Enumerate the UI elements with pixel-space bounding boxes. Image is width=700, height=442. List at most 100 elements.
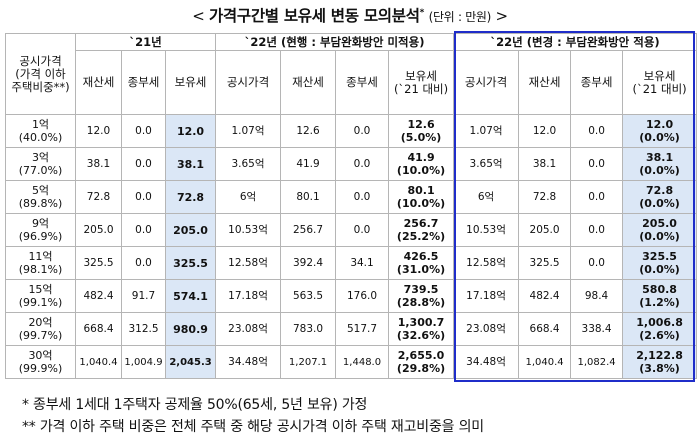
header-official-price-b: 공시가격 — [453, 50, 520, 115]
price-share-value: (96.9%) — [18, 230, 63, 243]
price-share: 20억 (99.7%) — [5, 312, 76, 346]
comprehensive-tax-a: 517.7 — [335, 312, 390, 346]
table-row: 20억 (99.7%) 668.4 312.5 980.9 23.08억 783.0 517.… — [5, 312, 698, 346]
price-value: 15억 — [28, 283, 53, 296]
footnote-2: ** 가격 이하 주택 비중은 전체 주택 중 해당 공시가격 이하 주택 재고… — [22, 419, 484, 435]
holding-tax-change-rate: (10.0%) — [396, 197, 446, 210]
table-row: 11억 (98.1%) 325.5 0.0 325.5 12.58억 392.4 34.1 42… — [5, 246, 698, 280]
comprehensive-tax-a: 176.0 — [335, 279, 390, 313]
holding-tax-change-rate: (5.0%) — [400, 131, 442, 144]
property-tax-b: 205.0 — [518, 213, 572, 247]
holding-tax-value: 41.9 — [407, 151, 435, 164]
table-row: 1억 (40.0%) 12.0 0.0 12.0 1.07억 12.6 0.0 12.6 (5.0… — [5, 114, 698, 148]
holding-tax-change-rate: (29.8%) — [396, 362, 446, 375]
comprehensive-tax-b: 338.4 — [570, 312, 624, 346]
holding-tax-21: 980.9 — [164, 312, 217, 346]
official-price-a: 12.58억 — [215, 246, 282, 280]
price-value: 11억 — [28, 250, 53, 263]
comprehensive-tax-21: 0.0 — [121, 114, 166, 148]
price-value: 9억 — [31, 217, 50, 230]
price-share-value: (99.1%) — [18, 296, 63, 309]
holding-tax-change-rate: (28.8%) — [396, 296, 446, 309]
price-share: 3억 (77.0%) — [5, 147, 76, 181]
holding-tax-21: 325.5 — [164, 246, 217, 280]
holding-tax-21: 12.0 — [164, 114, 217, 148]
holding-tax-change-rate: (0.0%) — [639, 263, 680, 276]
title-footnote-mark: * — [419, 8, 425, 18]
holding-tax-a: 426.5 (31.0%) — [388, 246, 455, 280]
comprehensive-tax-21: 312.5 — [121, 312, 166, 346]
table-row: 9억 (96.9%) 205.0 0.0 205.0 10.53억 256.7 0.0 256.… — [5, 213, 698, 247]
price-value: 30억 — [28, 349, 53, 362]
page-title: < 가격구간별 보유세 변동 모의분석* (단위 : 만원) > — [0, 4, 700, 26]
holding-tax-a: 41.9 (10.0%) — [388, 147, 455, 181]
property-tax-b: 38.1 — [518, 147, 572, 181]
comprehensive-tax-21: 1,004.9 — [121, 345, 166, 379]
holding-tax-value: 205.0 — [642, 217, 677, 230]
price-share: 5억 (89.8%) — [5, 180, 76, 214]
header-comprehensive-tax-b: 종부세 — [570, 50, 624, 115]
comprehensive-tax-21: 0.0 — [121, 246, 166, 280]
price-value: 20억 — [28, 316, 53, 329]
holding-tax-b: 580.8 (1.2%) — [622, 279, 698, 313]
title-open-bracket: < — [192, 7, 205, 25]
header-holding-tax-vs21-a: 보유세 (`21 대비) — [388, 50, 455, 115]
price-share: 11억 (98.1%) — [5, 246, 76, 280]
holding-tax-value: 325.5 — [642, 250, 677, 263]
holding-tax-a: 1,300.7 (32.6%) — [388, 312, 455, 346]
header-holding-tax-vs21-b: 보유세 (`21 대비) — [622, 50, 698, 115]
title-close-bracket: > — [495, 7, 509, 25]
comprehensive-tax-b: 0.0 — [570, 147, 624, 181]
comprehensive-tax-a: 34.1 — [335, 246, 390, 280]
comprehensive-tax-21: 0.0 — [121, 180, 166, 214]
holding-tax-value: 80.1 — [407, 184, 435, 197]
property-tax-21: 482.4 — [75, 279, 122, 313]
price-share-value: (40.0%) — [18, 131, 63, 144]
holding-tax-b: 205.0 (0.0%) — [622, 213, 698, 247]
holding-tax-change-rate: (3.8%) — [639, 362, 680, 375]
title-main: 가격구간별 보유세 변동 모의분석 — [208, 7, 420, 25]
official-price-a: 3.65억 — [215, 147, 282, 181]
comprehensive-tax-21: 0.0 — [121, 213, 166, 247]
price-value: 5억 — [31, 184, 50, 197]
holding-tax-b: 1,006.8 (2.6%) — [622, 312, 698, 346]
property-tax-21: 12.0 — [75, 114, 122, 148]
holding-tax-value: 2,655.0 — [397, 349, 445, 362]
property-tax-21: 668.4 — [75, 312, 122, 346]
holding-tax-value: 256.7 — [403, 217, 439, 230]
property-tax-a: 80.1 — [280, 180, 337, 214]
official-price-a: 17.18억 — [215, 279, 282, 313]
holding-tax-change-rate: (31.0%) — [396, 263, 446, 276]
header-property-tax-21: 재산세 — [75, 50, 122, 115]
property-tax-21: 1,040.4 — [75, 345, 122, 379]
header-official-price-a: 공시가격 — [215, 50, 282, 115]
table-row: 3억 (77.0%) 38.1 0.0 38.1 3.65억 41.9 0.0 41.9 (10.… — [5, 147, 698, 181]
table-row: 5억 (89.8%) 72.8 0.0 72.8 6억 80.1 0.0 80.1 (10.0%)… — [5, 180, 698, 214]
holding-tax-a: 12.6 (5.0%) — [388, 114, 455, 148]
comprehensive-tax-b: 0.0 — [570, 180, 624, 214]
property-tax-b: 72.8 — [518, 180, 572, 214]
holding-tax-a: 739.5 (28.8%) — [388, 279, 455, 313]
header-property-tax-b: 재산세 — [518, 50, 572, 115]
property-tax-a: 41.9 — [280, 147, 337, 181]
official-price-b: 1.07억 — [453, 114, 520, 148]
price-share-value: (99.9%) — [18, 362, 63, 375]
holding-tax-b: 38.1 (0.0%) — [622, 147, 698, 181]
tax-simulation-table: 공시가격 (가격 이하 주택비중**) `21년 `22년 (현행 : 부담완화… — [5, 33, 698, 379]
holding-tax-value: 739.5 — [403, 283, 439, 296]
holding-tax-b: 72.8 (0.0%) — [622, 180, 698, 214]
holding-tax-b: 2,122.8 (3.8%) — [622, 345, 698, 379]
price-share: 15억 (99.1%) — [5, 279, 76, 313]
price-share: 30억 (99.9%) — [5, 345, 76, 379]
property-tax-a: 392.4 — [280, 246, 337, 280]
holding-tax-change-rate: (0.0%) — [639, 230, 680, 243]
holding-tax-value: 580.8 — [642, 283, 677, 296]
property-tax-21: 205.0 — [75, 213, 122, 247]
comprehensive-tax-b: 0.0 — [570, 114, 624, 148]
official-price-a: 23.08억 — [215, 312, 282, 346]
price-value: 1억 — [31, 118, 50, 131]
holding-tax-change-rate: (0.0%) — [639, 197, 680, 210]
comprehensive-tax-a: 0.0 — [335, 114, 390, 148]
official-price-b: 10.53억 — [453, 213, 520, 247]
property-tax-b: 482.4 — [518, 279, 572, 313]
